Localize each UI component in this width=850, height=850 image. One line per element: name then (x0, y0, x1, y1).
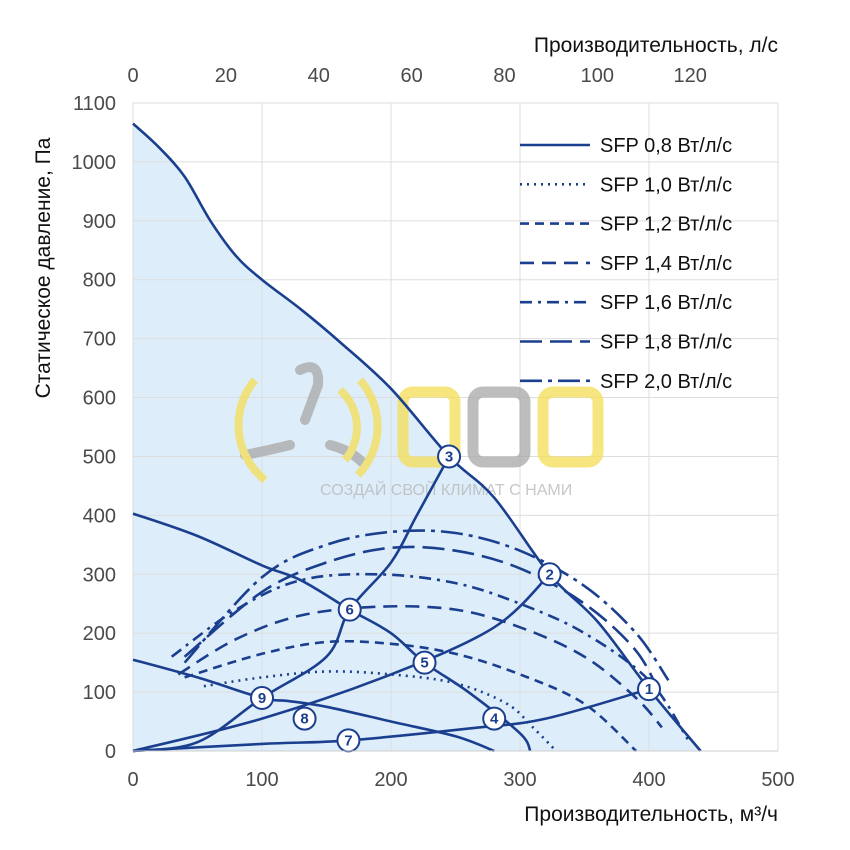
marker-circle (537, 562, 562, 587)
x2-tick-label: 100 (581, 65, 614, 87)
legend-label: SFP 1,8 Вт/л/с (600, 332, 732, 354)
operating-area (133, 123, 701, 752)
y-tick-label: 800 (83, 270, 116, 292)
x-tick-label: 500 (761, 769, 794, 791)
legend-label: SFP 1,4 Вт/л/с (600, 253, 732, 275)
legend-label: SFP 1,6 Вт/л/с (600, 292, 732, 314)
sfp-curve-4 (170, 572, 689, 740)
marker-label: 8 (300, 711, 308, 728)
legend-item-7: SFP 2,0 Вт/л/с (520, 371, 732, 393)
marker-circle (437, 444, 462, 469)
fan-logo-icon (234, 362, 382, 484)
y-tick-label: 200 (83, 623, 116, 645)
sfp-curve-5 (183, 545, 664, 699)
x2-tick-label: 80 (493, 65, 515, 87)
y-tick-label: 1000 (72, 152, 117, 174)
y-tick-label: 100 (83, 682, 116, 704)
marker-1: 1 (637, 677, 661, 702)
x2-tick-label: 120 (674, 65, 707, 87)
marker-label: 1 (645, 681, 653, 698)
legend-item-5: SFP 1,6 Вт/л/с (520, 292, 732, 314)
y-tick-label: 700 (83, 329, 116, 351)
marker-label: 6 (346, 602, 354, 619)
legend-item-2: SFP 1,0 Вт/л/с (520, 174, 732, 196)
x-tick-label: 200 (374, 769, 407, 791)
marker-label: 5 (420, 655, 428, 672)
axes: 0 100 200 300 400 500 0 20 40 60 80 100 120 0 100 200 30… (32, 34, 795, 826)
legend-label: SFP 2,0 Вт/л/с (600, 371, 732, 393)
marker-label: 9 (258, 690, 266, 707)
x-tick-label: 100 (245, 769, 278, 791)
x2-tick-label: 0 (127, 65, 138, 87)
sfp-curve-6 (183, 529, 670, 682)
marker-5: 5 (412, 650, 437, 675)
marker-circle (250, 685, 274, 710)
y-tick-label: 500 (83, 446, 116, 468)
marker-2: 2 (537, 562, 562, 587)
marker-3: 3 (437, 444, 462, 469)
x-tick-label: 400 (632, 769, 665, 791)
marker-label: 4 (490, 711, 499, 728)
system-curve-2 (132, 573, 551, 753)
legend-label: SFP 0,8 Вт/л/с (600, 135, 732, 157)
system-curve-3 (132, 455, 451, 753)
y-tick-label: 400 (83, 505, 116, 527)
x2-tick-label: 40 (308, 65, 330, 87)
y-axis-title: Статическое давление, Па (32, 137, 55, 398)
marker-label: 2 (545, 566, 553, 583)
y-tick-label: 0 (105, 741, 116, 763)
fan-curve-1 (132, 122, 702, 752)
operating-area-fill (133, 123, 701, 752)
system-curve-1 (132, 687, 650, 753)
legend-item-4: SFP 1,4 Вт/л/с (520, 253, 732, 275)
legend: SFP 0,8 Вт/л/с SFP 1,0 Вт/л/с SFP 1,2 Вт/л… (520, 135, 732, 393)
y-tick-label: 300 (83, 564, 116, 586)
legend-label: SFP 1,0 Вт/л/с (600, 174, 732, 196)
brand-letters (397, 386, 604, 468)
marker-9: 9 (250, 685, 274, 710)
marker-circle (482, 706, 507, 731)
legend-item-3: SFP 1,2 Вт/л/с (520, 214, 732, 236)
x-tick-label: 300 (503, 769, 536, 791)
watermark-tagline: СОЗДАЙ СВОЙ КЛИМАТ С НАМИ (320, 480, 572, 499)
x-tick-label: 0 (127, 769, 138, 791)
sfp-curve-3 (177, 604, 663, 729)
marker-circle (412, 650, 437, 675)
y-tick-label: 1100 (73, 93, 116, 115)
marker-4: 4 (482, 706, 507, 731)
watermark-logo: СОЗДАЙ СВОЙ КЛИМАТ С НАМИ (234, 362, 604, 499)
legend-label: SFP 1,2 Вт/л/с (600, 214, 732, 236)
marker-6: 6 (337, 597, 362, 622)
x2-tick-label: 20 (215, 65, 237, 87)
x2-tick-label: 60 (400, 65, 422, 87)
fan-curve-3 (132, 658, 495, 753)
marker-label: 3 (445, 448, 453, 465)
x2-axis-title: Производительность, л/с (534, 34, 778, 57)
legend-item-6: SFP 1,8 Вт/л/с (520, 332, 732, 354)
y-tick-label: 600 (83, 388, 116, 410)
markers: 1 2 3 4 5 6 7 8 9 (250, 444, 661, 753)
x-axis-title: Производительность, м³/ч (524, 803, 778, 826)
marker-8: 8 (292, 706, 317, 731)
marker-circle (337, 597, 362, 622)
y-tick-label: 900 (83, 211, 116, 233)
legend-item-1: SFP 0,8 Вт/л/с (520, 135, 732, 157)
sfp-curve-2 (184, 639, 637, 752)
marker-circle (637, 677, 661, 702)
marker-circle (292, 706, 317, 731)
marker-label: 7 (344, 732, 352, 749)
marker-7: 7 (336, 728, 361, 753)
